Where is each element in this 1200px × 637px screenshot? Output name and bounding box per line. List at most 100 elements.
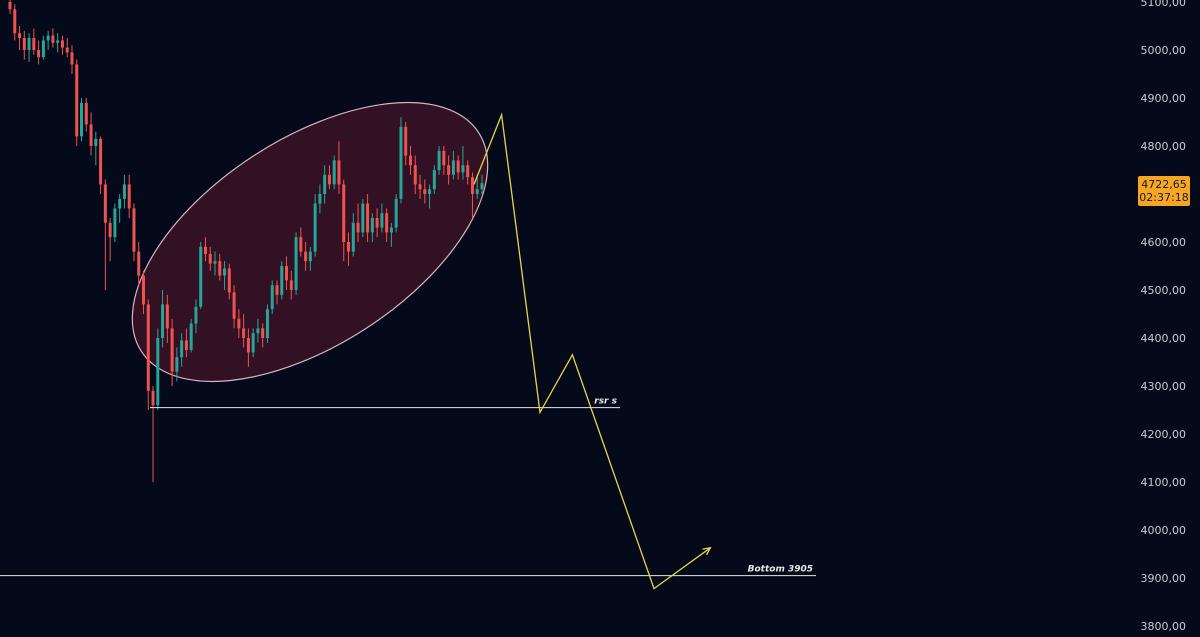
candle-body [470, 177, 474, 194]
candle-body [108, 222, 112, 238]
levels-layer: rsr s Bottom 3905 [0, 397, 816, 577]
candle-body [256, 328, 260, 334]
candle-body [132, 208, 136, 252]
candle-body [332, 160, 336, 185]
candle-body [60, 40, 64, 48]
candle-body [380, 213, 384, 228]
y-tick-label: 3800,00 [1141, 620, 1187, 633]
candle-body [184, 340, 188, 350]
candle-body [442, 150, 446, 166]
candle-body [165, 304, 169, 329]
highlight-ellipse [131, 101, 489, 383]
candle-body [399, 126, 403, 199]
candle-body [361, 203, 365, 233]
candle-body [65, 47, 69, 53]
candle-body [289, 280, 293, 290]
candle-body [285, 266, 289, 281]
candle-body [203, 246, 207, 254]
candle-body [437, 150, 441, 170]
candle-body [337, 160, 341, 185]
y-axis: 3800,00 3900,00 4000,00 4100,00 4200,00 4300,… [1141, 0, 1187, 633]
candle-body [318, 194, 322, 204]
candle-body [432, 170, 436, 190]
highlight-ellipse-layer [131, 101, 489, 383]
candle-body [404, 126, 408, 156]
projection-path [473, 112, 711, 590]
candle-body [70, 52, 74, 65]
candle-body [137, 251, 141, 276]
candle-body [84, 102, 88, 125]
candle-body [51, 35, 55, 43]
y-tick-label: 5000,00 [1141, 44, 1187, 57]
candle-body [475, 189, 479, 194]
candle-body [323, 174, 327, 194]
candle-body [347, 242, 351, 252]
y-tick-label: 4600,00 [1141, 236, 1187, 249]
candle-body [451, 160, 455, 175]
candle-body [242, 328, 246, 338]
y-tick-label: 4900,00 [1141, 92, 1187, 105]
candle-body [280, 266, 284, 295]
y-tick-label: 4400,00 [1141, 332, 1187, 345]
candle-body [13, 9, 17, 34]
candle-body [127, 184, 131, 209]
candle-body [370, 218, 374, 233]
candle-body [189, 323, 193, 350]
candle-body [299, 237, 303, 252]
candle-body [418, 184, 422, 190]
y-tick-label: 5100,00 [1141, 0, 1187, 9]
candle-countdown-label: 02:37:18 [1139, 191, 1188, 204]
y-tick-label: 4800,00 [1141, 140, 1187, 153]
y-tick-label: 4000,00 [1141, 524, 1187, 537]
candle-body [456, 160, 460, 173]
candle-body [413, 165, 417, 185]
candle-body [103, 184, 107, 223]
candle-body [389, 227, 393, 233]
candle-body [466, 165, 470, 178]
candle-body [194, 306, 198, 324]
candle-body [199, 246, 203, 307]
candle-body [170, 328, 174, 372]
y-tick-label: 3900,00 [1141, 572, 1187, 585]
level-label: rsr s [594, 397, 617, 407]
candle-body [80, 102, 84, 137]
candle-body [308, 251, 312, 262]
candle-body [180, 340, 184, 358]
y-tick-label: 4200,00 [1141, 428, 1187, 441]
candle-body [366, 203, 370, 233]
y-tick-label: 4500,00 [1141, 284, 1187, 297]
candle-body [122, 184, 126, 199]
candle-body [351, 222, 355, 252]
candle-body [261, 328, 265, 338]
candle-body [37, 50, 41, 58]
candle-body [237, 318, 241, 329]
candle-body [22, 38, 26, 50]
candle-body [251, 333, 255, 353]
candle-body [223, 268, 227, 276]
candle-body [151, 390, 155, 406]
candle-body [156, 338, 160, 406]
candle-body [394, 198, 398, 228]
candle-body [113, 208, 117, 238]
candle-body [118, 198, 122, 209]
candle-body [227, 268, 231, 293]
candle-body [408, 155, 412, 166]
candle-body [175, 357, 179, 372]
candle-body [265, 309, 269, 338]
candle-body [18, 33, 22, 38]
candle-body [218, 261, 222, 276]
candle-body [8, 2, 12, 10]
candlestick-series [8, 0, 484, 482]
current-price-tag-bg [1138, 176, 1190, 206]
candle-body [270, 285, 274, 310]
candle-body [356, 222, 360, 233]
candle-body [232, 292, 236, 319]
candle-body [385, 213, 389, 233]
candle-body [94, 138, 98, 146]
candle-body [246, 338, 250, 353]
candle-body [141, 275, 145, 305]
current-price-label: 4722,65 [1141, 178, 1187, 191]
candle-body [294, 237, 298, 290]
candle-body [480, 183, 484, 190]
